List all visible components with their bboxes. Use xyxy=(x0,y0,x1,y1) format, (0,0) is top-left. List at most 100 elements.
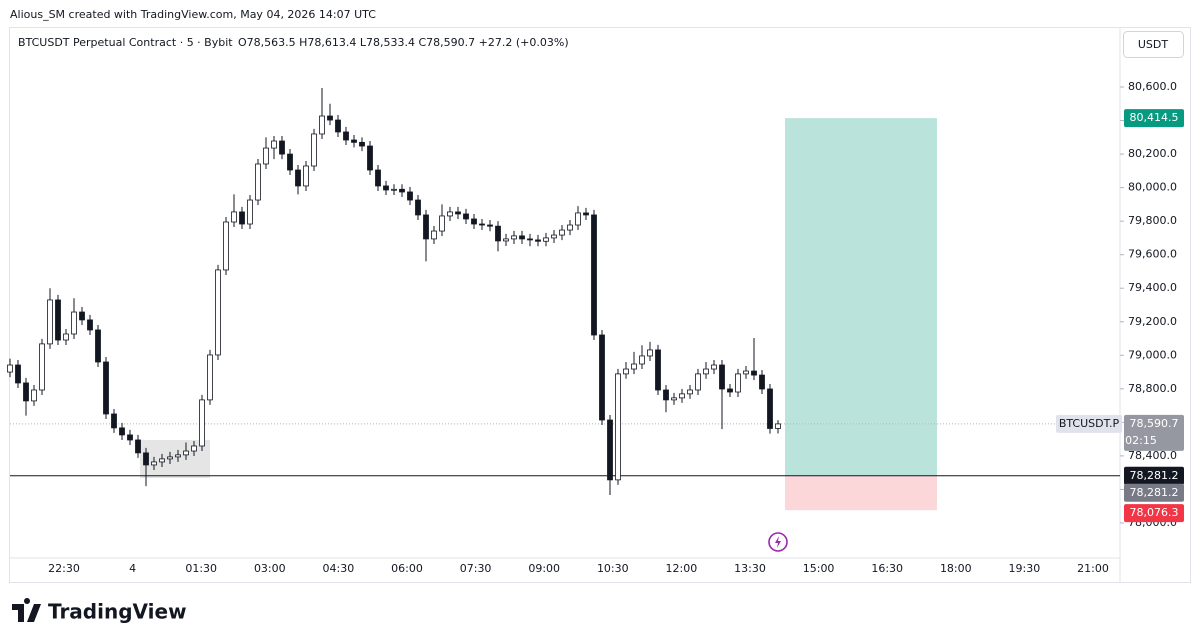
y-tick-label: 79,600.0 xyxy=(1128,248,1177,261)
candle-body xyxy=(751,370,757,376)
logo: TradingView xyxy=(12,597,187,624)
candle-body xyxy=(295,169,301,187)
candle-body xyxy=(247,199,253,225)
candle-body xyxy=(63,333,69,341)
candle-body xyxy=(663,389,669,401)
candle-body xyxy=(767,388,773,429)
candle-body xyxy=(391,188,397,191)
x-tick-label: 10:30 xyxy=(597,562,629,575)
y-tick-label: 80,600.0 xyxy=(1128,80,1177,93)
alert-icon[interactable] xyxy=(768,532,788,552)
candle-body xyxy=(423,214,429,240)
credit: Alious_SM created with TradingView.com, … xyxy=(10,8,376,21)
candle-body xyxy=(15,364,21,384)
candle-body xyxy=(191,445,197,452)
candle-body xyxy=(703,368,709,375)
x-tick-label: 03:00 xyxy=(254,562,286,575)
candle-body xyxy=(551,234,557,239)
candle-body xyxy=(495,225,501,242)
candle-body xyxy=(775,423,781,429)
candle-body xyxy=(487,224,493,227)
candle-body xyxy=(535,239,541,242)
profit-area xyxy=(785,118,937,476)
candle-body xyxy=(439,215,445,232)
candle-body xyxy=(351,139,357,143)
candle-body xyxy=(231,211,237,223)
candle-body xyxy=(647,349,653,357)
candle-body xyxy=(559,229,565,236)
last-price-label: 78,590.7 xyxy=(1130,417,1179,430)
candle-body xyxy=(311,133,317,167)
candle-body xyxy=(543,237,549,242)
candle-body xyxy=(127,434,133,441)
y-tick-label: 79,200.0 xyxy=(1128,315,1177,328)
candle-body xyxy=(615,373,621,481)
ohlc: O78,563.5 H78,613.4 L78,533.4 C78,590.7 … xyxy=(238,36,569,49)
candle-body xyxy=(503,238,509,242)
candle-body xyxy=(151,461,157,466)
candle-body xyxy=(687,389,693,395)
candle-body xyxy=(47,299,53,345)
candle-body xyxy=(335,119,341,133)
candle-body xyxy=(223,221,229,271)
price-label: 78,281.2 xyxy=(1130,469,1179,482)
y-tick-label: 79,400.0 xyxy=(1128,281,1177,294)
currency-button[interactable] xyxy=(1123,31,1184,58)
logo-text: TradingView xyxy=(48,600,187,624)
price-label: 78,281.2 xyxy=(1130,486,1179,499)
candle-body xyxy=(239,211,245,225)
candle-body xyxy=(727,388,733,393)
candle-body xyxy=(567,224,573,231)
symbol-tag-box xyxy=(1056,414,1122,433)
candle-body xyxy=(607,419,613,481)
y-tick-label: 80,200.0 xyxy=(1128,147,1177,160)
candle-body xyxy=(175,454,181,458)
candle-body xyxy=(631,363,637,370)
zone xyxy=(140,439,210,479)
x-tick-label: 04:30 xyxy=(323,562,355,575)
candle-body xyxy=(759,374,765,390)
x-tick-label: 07:30 xyxy=(460,562,492,575)
candle-body xyxy=(415,199,421,216)
candle-body xyxy=(23,382,29,402)
candle-body xyxy=(671,397,677,401)
candle-body xyxy=(215,269,221,356)
candle-body xyxy=(287,153,293,171)
candle-body xyxy=(111,413,117,429)
candle-body xyxy=(79,311,85,321)
x-tick-label: 01:30 xyxy=(185,562,217,575)
candle-body xyxy=(359,141,365,147)
candle-body xyxy=(207,354,213,401)
candle-body xyxy=(263,147,269,165)
candle-body xyxy=(119,427,125,436)
candle-body xyxy=(591,214,597,336)
candle-body xyxy=(655,349,661,391)
x-tick-label: 13:30 xyxy=(734,562,766,575)
candle-body xyxy=(327,115,333,121)
candle-body xyxy=(711,364,717,370)
x-tick-label: 16:30 xyxy=(871,562,903,575)
x-tick-label: 06:00 xyxy=(391,562,423,575)
candle-body xyxy=(55,299,61,341)
candle-body xyxy=(87,319,93,331)
y-tick-label: 78,400.0 xyxy=(1128,449,1177,462)
candle-body xyxy=(463,213,469,220)
price-label: 80,414.5 xyxy=(1130,111,1179,124)
candle-body xyxy=(143,452,149,466)
candle-body xyxy=(471,218,477,225)
x-tick-label: 19:30 xyxy=(1009,562,1041,575)
x-tick-label: 12:00 xyxy=(666,562,698,575)
candle-body xyxy=(135,439,141,454)
candle-body xyxy=(399,188,405,193)
candle-body xyxy=(599,334,605,421)
chart-frame xyxy=(9,27,1191,583)
candle-body xyxy=(511,235,517,240)
x-tick-label: 4 xyxy=(129,562,136,575)
candle-body xyxy=(455,211,461,215)
candle-body xyxy=(31,389,37,402)
candle-body xyxy=(367,145,373,171)
candle-body xyxy=(519,235,525,240)
candle-body xyxy=(343,131,349,141)
